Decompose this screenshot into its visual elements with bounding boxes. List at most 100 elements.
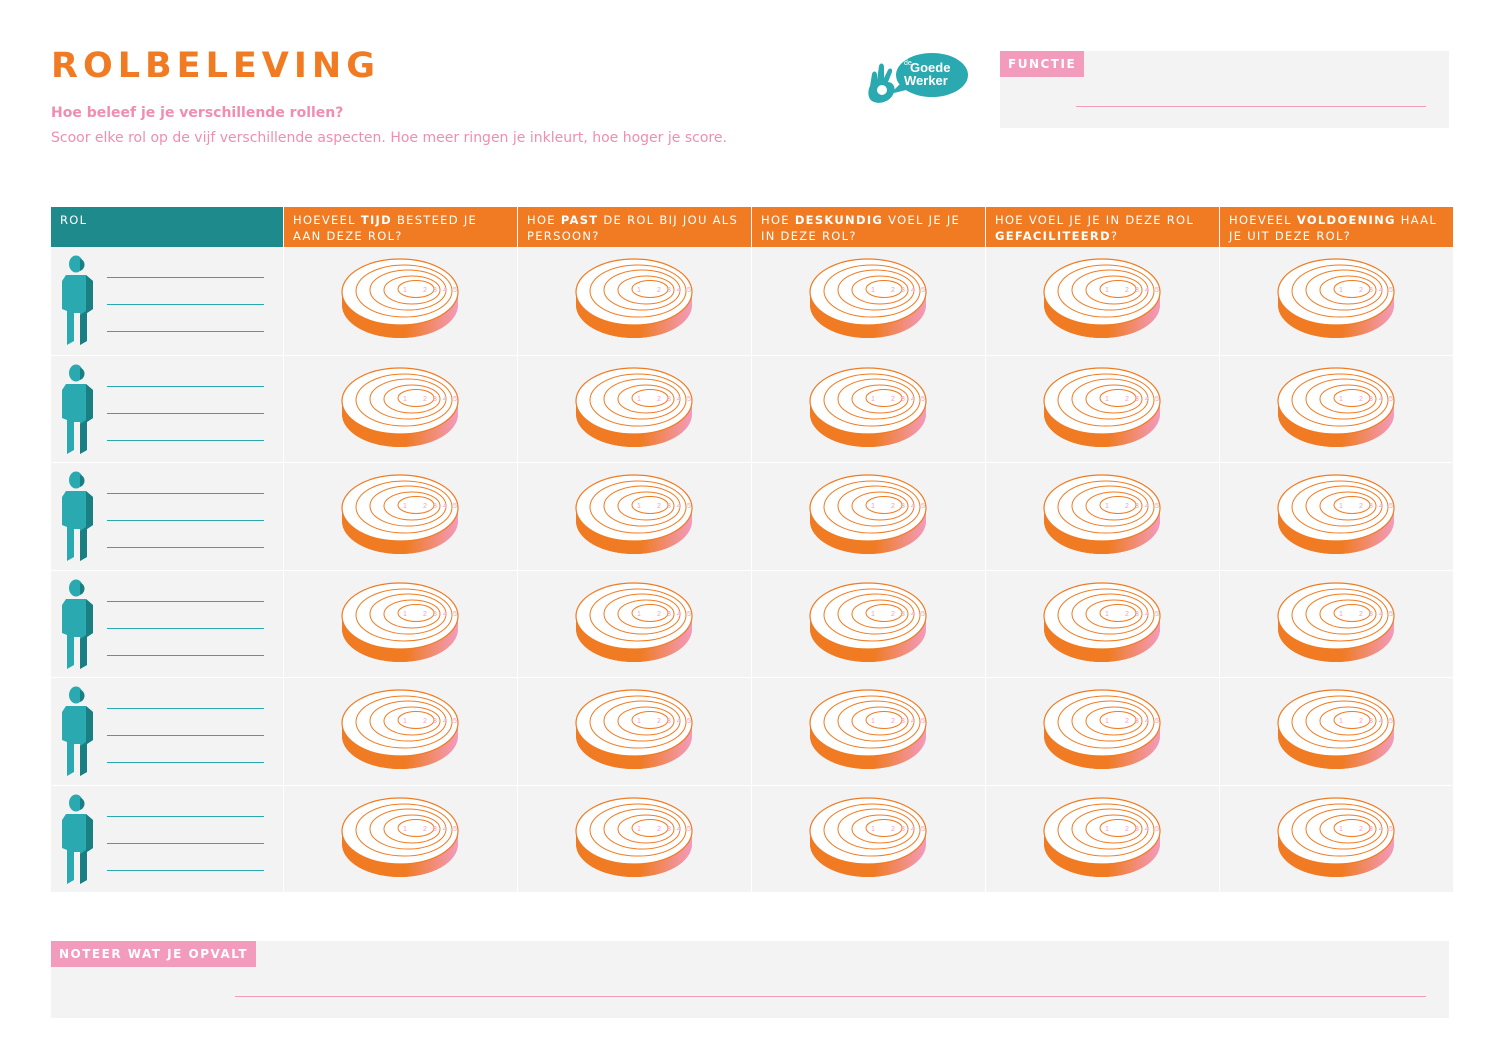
ring-label-3: 3 <box>433 503 437 510</box>
ring-label-5: 5 <box>453 396 457 403</box>
ring-label-3: 3 <box>433 396 437 403</box>
role-input-line[interactable] <box>107 304 264 305</box>
question-text: HOE <box>527 213 561 227</box>
role-input-line[interactable] <box>107 331 264 332</box>
role-input-line[interactable] <box>107 547 264 548</box>
question-text: HAAL JE UIT DEZE ROL? <box>1229 213 1438 243</box>
question-text: BESTEED JE AAN DEZE ROL? <box>293 213 478 243</box>
role-input-line[interactable] <box>107 412 264 414</box>
ring-label-4: 4 <box>911 718 915 725</box>
ring-label-1: 1 <box>871 287 875 294</box>
role-input-line[interactable] <box>107 815 264 817</box>
ring-label-5: 5 <box>453 287 457 294</box>
ring-label-2: 2 <box>423 826 427 833</box>
ring-label-5: 5 <box>453 503 457 510</box>
notes-panel: NOTEER WAT JE OPVALT <box>51 941 1449 1018</box>
role-input-line[interactable] <box>107 439 264 441</box>
role-cell-5 <box>51 677 283 785</box>
ring-label-4: 4 <box>911 611 915 618</box>
question-text: HOE VOEL JE JE IN DEZE ROL <box>995 213 1195 227</box>
ring-label-4: 4 <box>443 826 447 833</box>
ring-label-5: 5 <box>1389 718 1393 725</box>
ring-label-1: 1 <box>1339 611 1343 618</box>
role-input-line[interactable] <box>107 735 264 736</box>
ring-label-2: 2 <box>1125 826 1129 833</box>
role-input-line[interactable] <box>107 654 264 656</box>
ring-label-5: 5 <box>1389 611 1393 618</box>
role-input-line[interactable] <box>107 520 264 521</box>
ring-label-2: 2 <box>1359 718 1363 725</box>
ring-label-5: 5 <box>1155 611 1159 618</box>
role-input-line[interactable] <box>107 842 264 844</box>
ring-label-2: 2 <box>1359 287 1363 294</box>
role-input-line[interactable] <box>107 385 264 387</box>
ring-label-3: 3 <box>1135 718 1139 725</box>
ring-label-2: 2 <box>891 826 895 833</box>
role-input-line[interactable] <box>107 627 264 629</box>
ring-label-4: 4 <box>443 396 447 403</box>
logo: de Goede Werker <box>868 53 968 103</box>
ring-label-2: 2 <box>423 611 427 618</box>
ring-label-5: 5 <box>453 611 457 618</box>
role-input-line[interactable] <box>107 277 264 278</box>
ring-label-2: 2 <box>657 287 661 294</box>
ring-label-4: 4 <box>1145 287 1149 294</box>
role-input-line[interactable] <box>107 869 264 871</box>
ring-label-5: 5 <box>921 503 925 510</box>
functie-input-line[interactable] <box>1076 106 1426 107</box>
ring-label-1: 1 <box>871 826 875 833</box>
logo-text-werker: Werker <box>904 73 948 88</box>
notes-input-line[interactable] <box>235 996 1426 997</box>
person-icon <box>62 579 93 669</box>
ring-label-5: 5 <box>1389 503 1393 510</box>
ring-label-5: 5 <box>921 718 925 725</box>
role-score-table: ROL HOEVEEL TIJD BESTEED JE AAN DEZE ROL… <box>51 207 1453 892</box>
role-input-line[interactable] <box>107 600 264 602</box>
ring-label-5: 5 <box>1155 396 1159 403</box>
ring-label-5: 5 <box>687 503 691 510</box>
role-input-line[interactable] <box>107 708 264 709</box>
role-input-line[interactable] <box>107 762 264 763</box>
ring-label-2: 2 <box>891 611 895 618</box>
ring-label-5: 5 <box>921 396 925 403</box>
ring-label-5: 5 <box>453 826 457 833</box>
role-input-line[interactable] <box>107 493 264 494</box>
role-cell-4 <box>51 569 283 677</box>
ring-label-4: 4 <box>677 396 681 403</box>
